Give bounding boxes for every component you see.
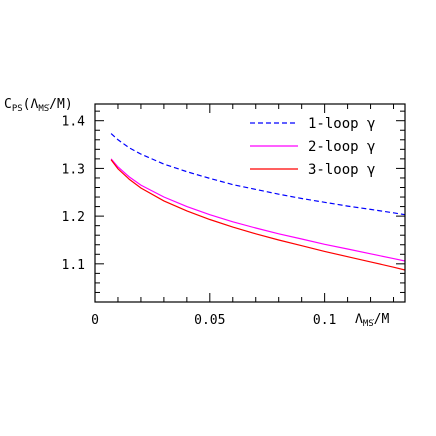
- legend: 1-loop γ 2-loop γ 3-loop γ: [250, 116, 375, 178]
- plot-frame: [94, 103, 406, 303]
- legend-label-1: 1-loop γ: [308, 116, 375, 132]
- series-line-3: [110, 159, 406, 271]
- y-axis-label: CPS(ΛMS/M): [4, 97, 73, 114]
- y-axis-label-sub: PS: [12, 104, 23, 114]
- legend-label-2: 2-loop γ: [308, 139, 375, 155]
- x-tick-label: 0: [91, 313, 99, 328]
- y-tick-label: 1.2: [62, 210, 85, 225]
- x-axis-label-close: /M: [374, 312, 390, 327]
- x-axis-label: ΛMS/M: [355, 312, 389, 329]
- y-axis-label-main: C: [4, 97, 12, 112]
- series-line-1: [110, 133, 406, 216]
- x-axis-label-main: Λ: [355, 312, 363, 327]
- tick-labels: 0 0.05 0.1 1.1 1.2 1.3 1.4: [62, 115, 337, 328]
- y-axis-label-open: (Λ: [23, 97, 39, 112]
- y-tick-label: 1.1: [62, 258, 85, 273]
- x-tick-label: 0.05: [194, 313, 225, 328]
- legend-label-3: 3-loop γ: [308, 162, 375, 178]
- y-axis-label-over: MS: [38, 104, 49, 114]
- x-axis-label-over: MS: [363, 319, 374, 329]
- tick-marks: [94, 104, 405, 303]
- x-tick-label: 0.1: [313, 313, 336, 328]
- series-layer: [110, 133, 406, 271]
- y-tick-label: 1.3: [62, 162, 85, 177]
- y-tick-label: 1.4: [62, 115, 86, 130]
- y-axis-label-close: /M): [49, 97, 72, 112]
- series-line-2: [110, 158, 406, 262]
